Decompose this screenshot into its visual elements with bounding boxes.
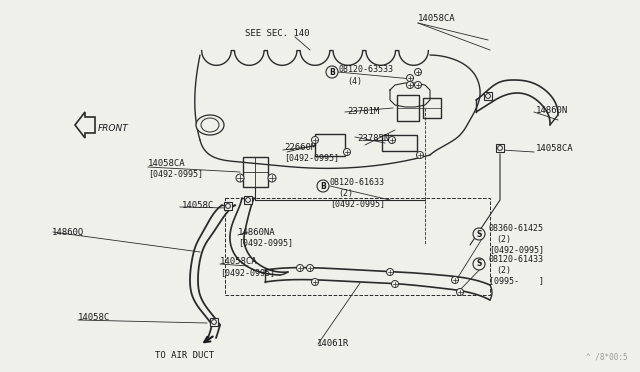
Text: 08120-61433: 08120-61433 (489, 254, 544, 263)
Bar (224, 202, 232, 210)
Text: TO AIR DUCT: TO AIR DUCT (155, 350, 214, 359)
Text: 14061R: 14061R (317, 340, 349, 349)
Text: (4): (4) (347, 77, 362, 86)
Circle shape (415, 68, 422, 76)
Circle shape (456, 289, 463, 295)
Circle shape (317, 180, 329, 192)
Text: 14058CA: 14058CA (148, 158, 186, 167)
Polygon shape (75, 112, 95, 138)
Text: ^ /8*00:5: ^ /8*00:5 (586, 353, 628, 362)
Text: [0492-0995]: [0492-0995] (330, 199, 385, 208)
Text: 14860Q: 14860Q (52, 228, 84, 237)
Circle shape (296, 264, 303, 272)
Bar (397, 95, 419, 121)
Circle shape (268, 174, 276, 182)
Circle shape (236, 174, 244, 182)
Text: 14058CA: 14058CA (220, 257, 258, 266)
Text: 14860N: 14860N (536, 106, 568, 115)
Text: [0492-0995]: [0492-0995] (489, 246, 544, 254)
Text: [0492-0995]: [0492-0995] (238, 238, 293, 247)
Bar (315, 134, 345, 156)
Text: (2): (2) (496, 234, 511, 244)
Circle shape (417, 151, 424, 158)
Text: [0492-0995]: [0492-0995] (220, 269, 275, 278)
Text: [0492-0995]: [0492-0995] (284, 154, 339, 163)
Text: 08120-63533: 08120-63533 (339, 64, 394, 74)
Circle shape (344, 148, 351, 155)
Bar (423, 98, 441, 118)
Text: 22660M: 22660M (284, 142, 316, 151)
Circle shape (312, 137, 319, 144)
Text: [0995-    ]: [0995- ] (489, 276, 544, 285)
Circle shape (307, 264, 314, 272)
Circle shape (473, 228, 485, 240)
Bar (210, 318, 218, 326)
Text: (2): (2) (338, 189, 353, 198)
Circle shape (387, 269, 394, 276)
Circle shape (473, 258, 485, 270)
Bar (496, 144, 504, 152)
Bar (244, 196, 252, 204)
Circle shape (312, 279, 319, 285)
Text: S: S (476, 230, 482, 238)
Bar (225, 198, 490, 295)
Text: 23785N: 23785N (357, 134, 389, 142)
Text: 14058CA: 14058CA (418, 13, 456, 22)
Text: 14860NA: 14860NA (238, 228, 276, 237)
Circle shape (388, 137, 396, 144)
Circle shape (406, 81, 413, 89)
Text: [0492-0995]: [0492-0995] (148, 170, 203, 179)
Circle shape (392, 280, 399, 288)
Text: 08360-61425: 08360-61425 (489, 224, 544, 232)
Circle shape (451, 276, 458, 283)
Text: FRONT: FRONT (98, 124, 129, 132)
Circle shape (415, 81, 422, 89)
Text: 08120-61633: 08120-61633 (330, 177, 385, 186)
Text: 14058C: 14058C (78, 314, 110, 323)
Ellipse shape (196, 115, 224, 135)
Text: B: B (320, 182, 326, 190)
Text: 14058C: 14058C (182, 201, 214, 209)
Text: B: B (329, 67, 335, 77)
Bar (243, 157, 268, 187)
Text: SEE SEC. 140: SEE SEC. 140 (245, 29, 310, 38)
Text: 14058CA: 14058CA (536, 144, 573, 153)
Text: 23781M: 23781M (347, 106, 380, 115)
Bar (484, 92, 492, 100)
Text: S: S (476, 260, 482, 269)
Circle shape (326, 66, 338, 78)
Text: (2): (2) (496, 266, 511, 275)
Bar (383, 135, 417, 151)
Circle shape (406, 74, 413, 81)
